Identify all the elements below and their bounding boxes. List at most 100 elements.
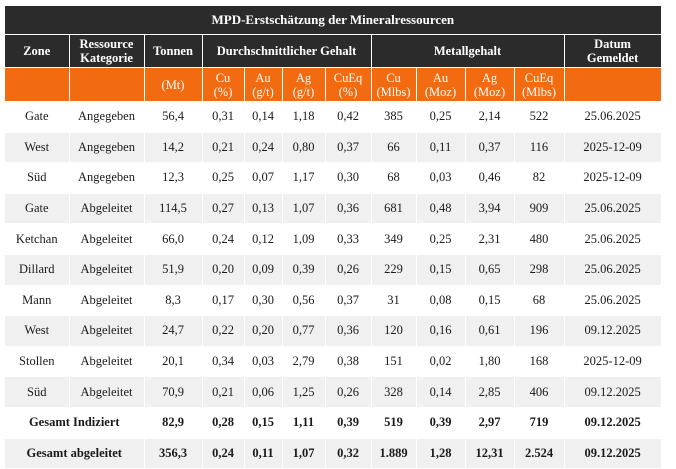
au-metal-cell: 0,16: [416, 315, 466, 347]
au-grade-cell: 0,20: [244, 315, 283, 347]
unit-ag-metal: Ag (Moz): [465, 67, 515, 102]
zone-cell: Ketchan: [5, 223, 70, 255]
resource-table-container: MPD-Erstschätzung der Mineralressourcen …: [5, 6, 662, 469]
tonnes-cell: 14,2: [144, 132, 203, 164]
date-cell: 2025-12-09: [564, 346, 662, 378]
au-grade-cell: 0,13: [244, 193, 283, 225]
table-row: Ketchan Abgeleitet 66,0 0,24 0,12 1,09 0,33 349…: [5, 223, 662, 255]
cueq-grade-cell: 0,33: [325, 223, 372, 255]
cueq-metal-cell: 82: [514, 162, 565, 194]
cu-metal-cell: 120: [371, 315, 417, 347]
tonnes-cell: 114,5: [144, 193, 203, 225]
category-cell: Angegeben: [69, 162, 145, 194]
cu-grade-cell: 0,17: [202, 285, 245, 317]
header-category-line1: Ressource: [79, 37, 134, 51]
au-metal-cell: 0,25: [416, 101, 466, 133]
unit-au-grade: Au (g/t): [244, 67, 283, 102]
cu-grade-cell: 0,25: [202, 162, 245, 194]
ag-metal-cell: 2,14: [465, 101, 515, 133]
au-metal-cell: 0,02: [416, 346, 466, 378]
total-row: Gesamt Indiziert 82,9 0,28 0,15 1,11 0,39 519 0…: [5, 407, 662, 439]
ag-metal-cell: 3,94: [465, 193, 515, 225]
cueq-metal-cell: 480: [514, 223, 565, 255]
total-label: Gesamt Indiziert: [5, 407, 145, 439]
ag-grade-cell: 1,18: [282, 101, 326, 133]
au-metal-cell: 0,11: [416, 132, 466, 164]
unit-ag-grade-label: Ag: [295, 70, 312, 85]
date-cell: 25.06.2025: [564, 193, 662, 225]
ag-grade-cell: 1,11: [282, 407, 326, 439]
ag-grade-cell: 0,77: [282, 315, 326, 347]
tonnes-cell: 12,3: [144, 162, 203, 194]
unit-cueq-grade: CuEq (%): [325, 67, 372, 102]
zone-cell: Süd: [5, 162, 70, 194]
cueq-metal-cell: 406: [514, 376, 565, 408]
cu-grade-cell: 0,22: [202, 315, 245, 347]
ag-metal-cell: 2,97: [465, 407, 515, 439]
au-grade-cell: 0,14: [244, 101, 283, 133]
date-cell: 09.12.2025: [564, 438, 662, 469]
zone-cell: Gate: [5, 193, 70, 225]
cu-grade-cell: 0,24: [202, 438, 245, 469]
tonnes-cell: 56,4: [144, 101, 203, 133]
header-category: Ressource Kategorie: [69, 34, 145, 68]
cu-metal-cell: 66: [371, 132, 417, 164]
unit-cu-metal: Cu (Mlbs): [371, 67, 417, 102]
cueq-metal-cell: 168: [514, 346, 565, 378]
unit-date-empty: [564, 67, 662, 102]
tonnes-cell: 24,7: [144, 315, 203, 347]
au-metal-cell: 0,03: [416, 162, 466, 194]
au-grade-cell: 0,03: [244, 346, 283, 378]
category-cell: Abgeleitet: [69, 223, 145, 255]
cueq-metal-cell: 909: [514, 193, 565, 225]
au-grade-cell: 0,12: [244, 223, 283, 255]
unit-ag-grade: Ag (g/t): [282, 67, 326, 102]
date-cell: 2025-12-09: [564, 132, 662, 164]
date-cell: 2025-12-09: [564, 162, 662, 194]
unit-cu-grade-label: Cu: [215, 70, 231, 85]
tonnes-cell: 51,9: [144, 254, 203, 286]
cu-metal-cell: 151: [371, 346, 417, 378]
tonnes-cell: 66,0: [144, 223, 203, 255]
cueq-grade-cell: 0,37: [325, 285, 372, 317]
date-cell: 25.06.2025: [564, 285, 662, 317]
unit-cueq-grade-unit: (%): [338, 84, 358, 99]
ag-metal-cell: 0,61: [465, 315, 515, 347]
tonnes-cell: 356,3: [144, 438, 203, 469]
zone-cell: Stollen: [5, 346, 70, 378]
ag-grade-cell: 1,25: [282, 376, 326, 408]
unit-cu-grade-unit: (%): [213, 84, 233, 99]
date-cell: 09.12.2025: [564, 315, 662, 347]
header-date-line2: Gemeldet: [586, 51, 639, 65]
cueq-metal-cell: 116: [514, 132, 565, 164]
au-grade-cell: 0,06: [244, 376, 283, 408]
category-cell: Abgeleitet: [69, 254, 145, 286]
ag-metal-cell: 2,31: [465, 223, 515, 255]
table-row: West Abgeleitet 24,7 0,22 0,20 0,77 0,36 120 0,1…: [5, 315, 662, 347]
unit-cueq-metal-unit: (Mlbs): [521, 84, 557, 99]
header-average-grade: Durchschnittlicher Gehalt: [202, 34, 372, 68]
ag-grade-cell: 1,07: [282, 193, 326, 225]
ag-metal-cell: 1,80: [465, 346, 515, 378]
tonnes-cell: 70,9: [144, 376, 203, 408]
cu-metal-cell: 31: [371, 285, 417, 317]
ag-metal-cell: 0,46: [465, 162, 515, 194]
cueq-metal-cell: 68: [514, 285, 565, 317]
header-tonnes: Tonnen: [144, 34, 203, 68]
category-cell: Abgeleitet: [69, 193, 145, 225]
cu-metal-cell: 385: [371, 101, 417, 133]
au-grade-cell: 0,30: [244, 285, 283, 317]
cu-grade-cell: 0,21: [202, 376, 245, 408]
ag-grade-cell: 1,07: [282, 438, 326, 469]
au-metal-cell: 0,25: [416, 223, 466, 255]
cu-metal-cell: 1.889: [371, 438, 417, 469]
unit-au-metal: Au (Moz): [416, 67, 466, 102]
ag-grade-cell: 0,80: [282, 132, 326, 164]
cueq-grade-cell: 0,30: [325, 162, 372, 194]
category-cell: Angegeben: [69, 101, 145, 133]
tonnes-cell: 8,3: [144, 285, 203, 317]
cu-grade-cell: 0,24: [202, 223, 245, 255]
cu-grade-cell: 0,31: [202, 101, 245, 133]
cueq-grade-cell: 0,38: [325, 346, 372, 378]
tonnes-cell: 82,9: [144, 407, 203, 439]
